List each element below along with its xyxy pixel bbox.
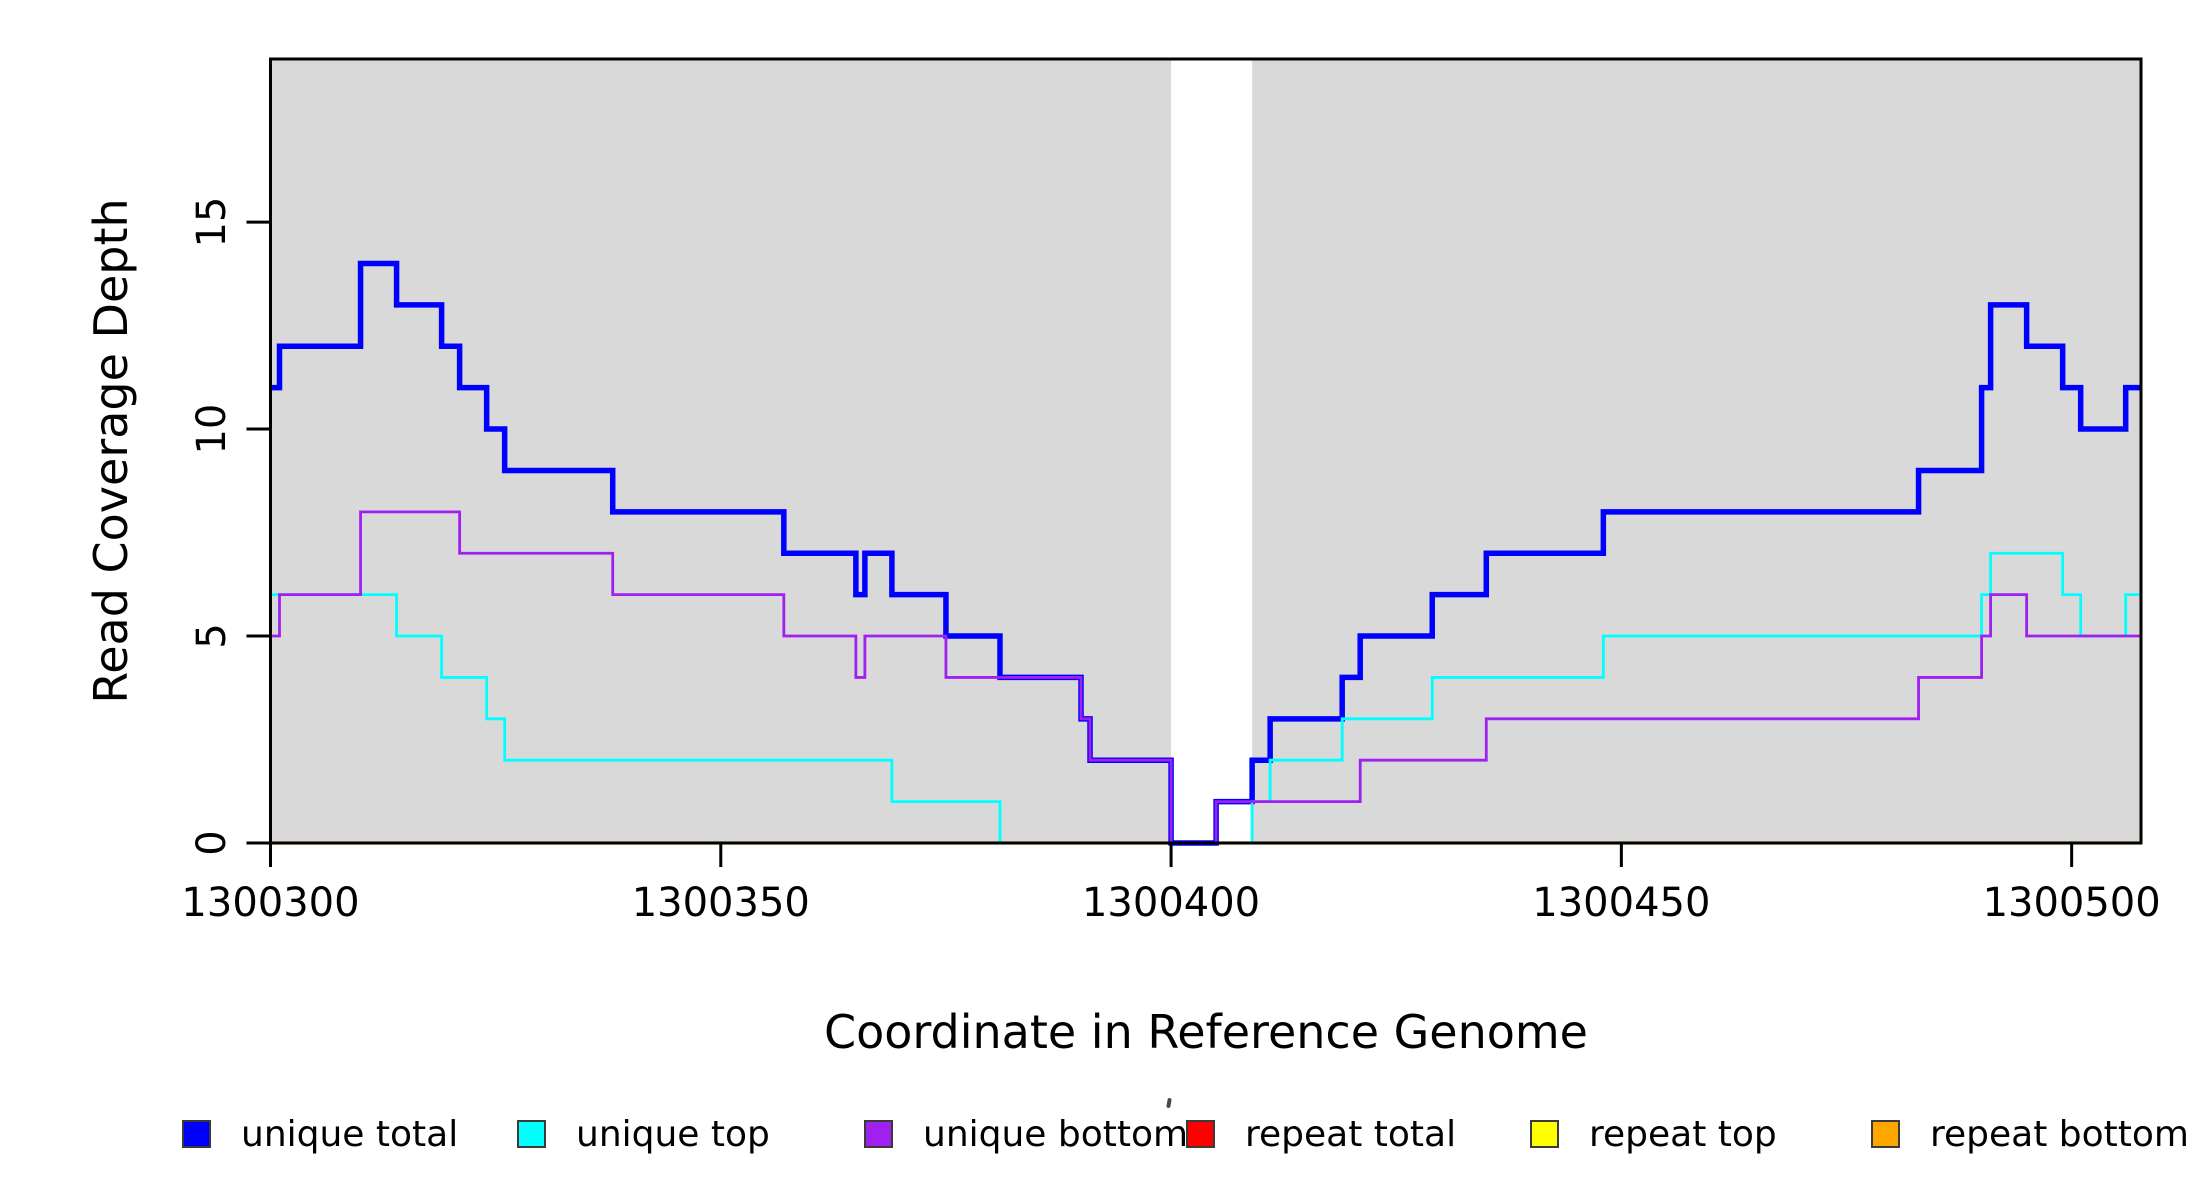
x-tick-label: 1300450 xyxy=(1532,880,1710,926)
y-tick-label: 5 xyxy=(189,623,235,648)
y-tick-label: 15 xyxy=(189,197,235,248)
x-tick-label: 1300300 xyxy=(181,880,359,926)
x-tick-label: 1300400 xyxy=(1082,880,1260,926)
x-tick-label: 1300350 xyxy=(632,880,810,926)
x-axis-title: Coordinate in Reference Genome xyxy=(824,1005,1588,1059)
plot-border xyxy=(269,57,2143,845)
series-unique-top xyxy=(270,551,2141,845)
y-tick-label: 0 xyxy=(189,830,235,855)
y-tick-label: 10 xyxy=(189,404,235,455)
y-axis-title: Read Coverage Depth xyxy=(84,198,138,704)
right-gray-region xyxy=(1252,59,2141,843)
left-gray-region xyxy=(270,59,1172,843)
series-unique-bottom xyxy=(270,510,2141,845)
x-tick-label: 1300500 xyxy=(1983,880,2161,926)
